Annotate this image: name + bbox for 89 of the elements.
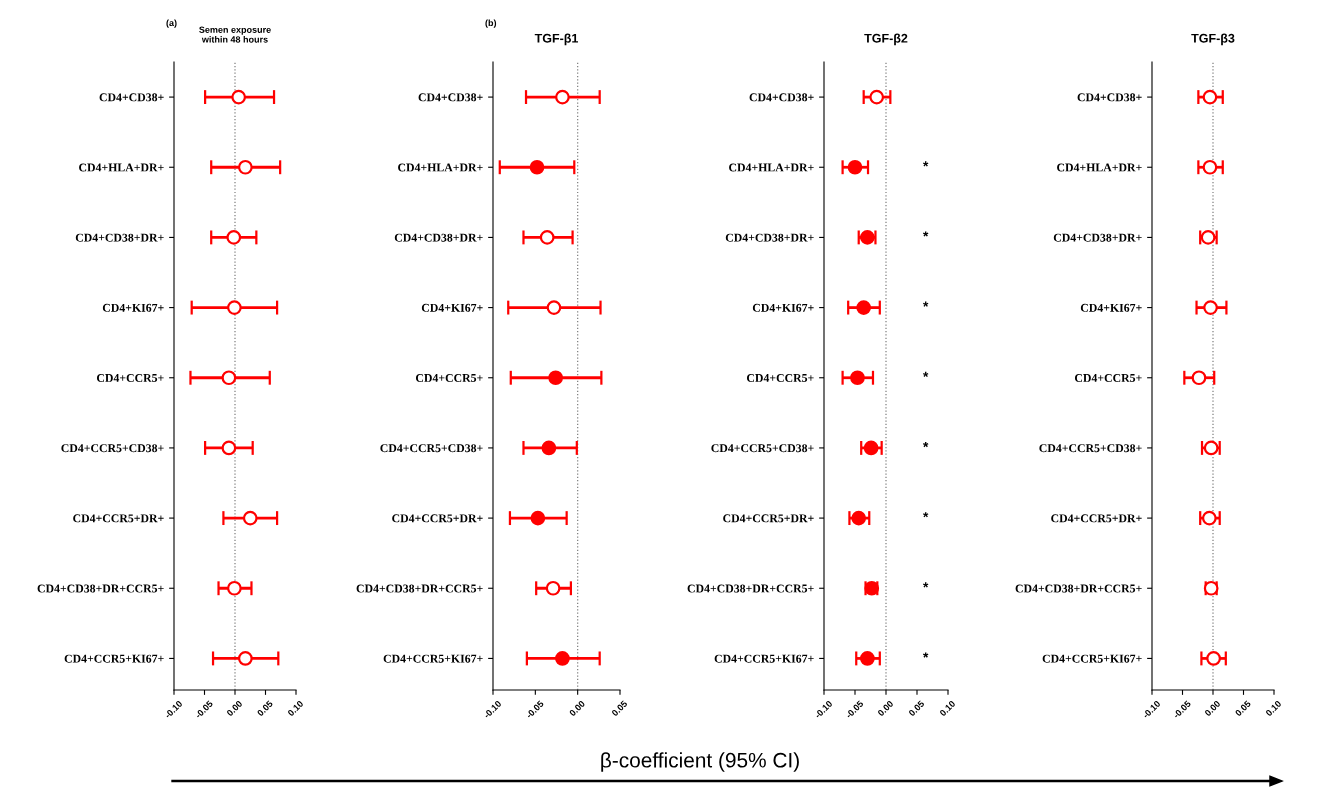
y-tick-label: CD4+CD38+DR+ [1053, 233, 1142, 242]
point [238, 651, 253, 666]
y-tick-label: CD4+CCR5+CD38+ [380, 444, 483, 453]
point [530, 510, 546, 526]
y-tick-label: CD4+CD38+DR+ [75, 233, 164, 242]
y-tick-label: CD4+CD38+ [1077, 93, 1142, 102]
y-tick-label: CD4+CCR5+CD38+ [61, 444, 164, 453]
x-tick-label: 0.10 [1265, 700, 1282, 717]
chart-title: TGF-β3 [1191, 33, 1235, 46]
annotation: * [923, 161, 929, 167]
point [221, 370, 237, 386]
point [238, 159, 253, 175]
y-tick-label: CD4+CCR5+DR+ [1051, 514, 1142, 523]
text: β-coefficient (95% CI) [601, 752, 799, 772]
y-tick-label: CD4+CCR5+ [415, 374, 483, 382]
y-tick-label: CD4+KI67+ [102, 303, 164, 312]
y-tick-label: CD4+HLA+DR+ [729, 163, 814, 172]
annotation: * [923, 512, 929, 518]
y-tick-label: CD4+CCR5+KI67+ [383, 654, 483, 663]
y-tick-label: CD4+CD38+ [99, 93, 164, 102]
point [555, 89, 570, 105]
point [1206, 651, 1221, 666]
y-tick-label: CD4+CD38+DR+CCR5+ [687, 584, 814, 593]
text: (b) [485, 19, 497, 28]
x-tick-label: 0.00 [226, 700, 243, 717]
point [242, 510, 258, 526]
chart-title: TGF-β2 [864, 33, 908, 46]
y-tick-label: CD4+CCR5+KI67+ [1042, 654, 1142, 663]
chart-title: TGF-β1 [534, 33, 579, 46]
x-tick-label: 0.10 [939, 700, 956, 717]
annotation: * [923, 231, 929, 237]
y-tick-label: CD4+CD38+DR+ [394, 233, 483, 242]
y-tick-label: CD4+KI67+ [1080, 303, 1142, 312]
point [226, 230, 242, 245]
point [1202, 89, 1218, 105]
point [1191, 370, 1207, 386]
x-tick-label: 0.00 [1204, 700, 1221, 717]
point [847, 159, 863, 175]
point [860, 651, 875, 666]
point [221, 440, 237, 456]
y-tick-label: CD4+CD38+DR+CCR5+ [1015, 584, 1142, 593]
y-tick-label: CD4+KI67+ [421, 303, 483, 312]
point [227, 580, 242, 596]
y-tick-label: CD4+CCR5+CD38+ [1039, 444, 1142, 453]
y-tick-label: CD4+CCR5+KI67+ [714, 654, 814, 663]
point [863, 440, 879, 456]
y-tick-label: CD4+CCR5+KI67+ [64, 654, 164, 663]
point [1201, 510, 1217, 526]
point [869, 89, 885, 105]
point [548, 370, 564, 386]
y-tick-label: CD4+CCR5+ [1074, 374, 1142, 382]
point [541, 440, 557, 456]
x-tick-label: 0.10 [287, 700, 304, 717]
y-tick-label: CD4+HLA+DR+ [398, 163, 483, 172]
point [1202, 159, 1218, 175]
y-tick-label: CD4+CD38+ [418, 93, 483, 102]
annotation: * [923, 301, 929, 307]
annotation: * [923, 441, 929, 448]
point [227, 300, 242, 315]
y-tick-label: CD4+CD38+ [749, 93, 814, 102]
y-tick-label: CD4+CCR5+CD38+ [711, 444, 814, 453]
point [546, 300, 562, 315]
annotation: * [923, 582, 929, 588]
text: (a) [166, 19, 177, 28]
annotation: * [923, 371, 929, 377]
x-tick-label: 0.00 [568, 700, 586, 717]
y-tick-label: CD4+KI67+ [752, 303, 814, 312]
point [856, 300, 872, 315]
point [851, 510, 867, 526]
point [850, 370, 865, 386]
point [539, 230, 555, 245]
point [231, 89, 247, 105]
y-tick-label: CD4+CCR5+DR+ [73, 514, 164, 523]
y-tick-label: CD4+CD38+DR+CCR5+ [356, 584, 483, 593]
point [545, 580, 561, 596]
y-tick-label: CD4+CCR5+DR+ [392, 514, 483, 523]
point [529, 159, 545, 175]
chart-title: Semen exposure within 48 hours [199, 26, 271, 43]
y-tick-label: CD4+HLA+DR+ [1057, 163, 1142, 172]
annotation: * [923, 652, 929, 658]
y-tick-label: CD4+CCR5+ [96, 374, 164, 382]
point [555, 651, 570, 666]
y-tick-label: CD4+CD38+DR+CCR5+ [37, 584, 164, 593]
y-tick-label: CD4+CCR5+DR+ [723, 514, 814, 523]
y-tick-label: CD4+CD38+DR+ [725, 233, 814, 242]
y-tick-label: CD4+CCR5+ [746, 374, 814, 382]
point [1203, 300, 1218, 315]
y-tick-label: CD4+HLA+DR+ [79, 163, 164, 172]
x-tick-label: 0.00 [877, 700, 894, 717]
